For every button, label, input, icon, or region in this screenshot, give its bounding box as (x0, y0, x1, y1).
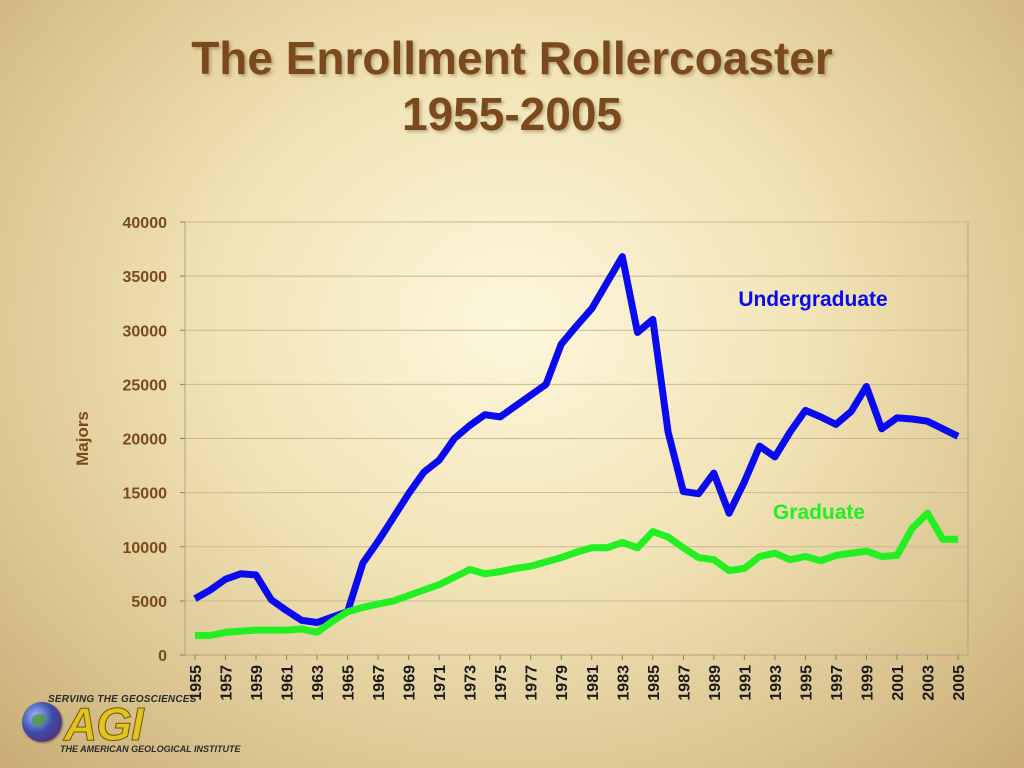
x-tick-label: 1983 (615, 665, 632, 701)
x-tick-label: 1973 (463, 665, 480, 701)
x-tick-label: 1963 (310, 665, 327, 701)
x-tick-label: 1999 (859, 665, 876, 701)
x-tick-label: 1993 (768, 665, 785, 701)
series-line-graduate (195, 509, 958, 639)
x-tick-label: 1991 (737, 665, 754, 701)
x-tick-label: 1979 (554, 665, 571, 701)
x-tick-label: 1987 (676, 665, 693, 701)
slide-title: The Enrollment Rollercoaster 1955-2005 (0, 30, 1024, 142)
logo-name: THE AMERICAN GEOLOGICAL INSTITUTE (60, 744, 241, 754)
y-tick-label: 25000 (123, 377, 168, 394)
agi-logo: SERVING THE GEOSCIENCES AGI THE AMERICAN… (18, 694, 248, 760)
x-tick-label: 1959 (249, 665, 266, 701)
y-tick-label: 10000 (123, 540, 168, 557)
x-tick-label: 1975 (493, 665, 510, 701)
x-tick-label: 1971 (432, 665, 449, 701)
x-tick-label: 2005 (951, 665, 968, 701)
x-tick-label: 1989 (707, 665, 724, 701)
x-tick-label: 1967 (371, 665, 388, 701)
title-line-1: The Enrollment Rollercoaster (191, 32, 833, 84)
x-tick-label: 2003 (920, 665, 937, 701)
x-tick-label: 1955 (188, 665, 205, 701)
x-tick-label: 1957 (219, 665, 236, 701)
y-axis-label: Majors (73, 411, 92, 466)
x-tick-label: 1995 (798, 665, 815, 701)
y-tick-label: 30000 (123, 323, 168, 340)
x-tick-label: 1997 (829, 665, 846, 701)
title-line-2: 1955-2005 (402, 88, 622, 140)
series-line-undergraduate (193, 253, 960, 626)
x-tick-label: 1965 (341, 665, 358, 701)
x-tick-label: 1969 (402, 665, 419, 701)
y-tick-label: 15000 (123, 486, 168, 503)
y-tick-label: 0 (158, 648, 167, 665)
x-tick-label: 1977 (524, 665, 541, 701)
x-tick-label: 1985 (646, 665, 663, 701)
graduate-label: Graduate (773, 501, 865, 524)
logo-tagline: SERVING THE GEOSCIENCES (48, 694, 197, 705)
y-tick-label: 5000 (131, 594, 167, 611)
x-tick-label: 1981 (585, 665, 602, 701)
x-tick-label: 2001 (890, 665, 907, 701)
y-tick-label: 35000 (123, 269, 168, 286)
globe-icon (22, 702, 62, 742)
undergraduate-label: Undergraduate (738, 288, 887, 311)
y-tick-label: 20000 (123, 432, 168, 449)
y-tick-label: 40000 (123, 215, 168, 232)
x-tick-label: 1961 (280, 665, 297, 701)
logo-mark: AGI (64, 698, 145, 750)
